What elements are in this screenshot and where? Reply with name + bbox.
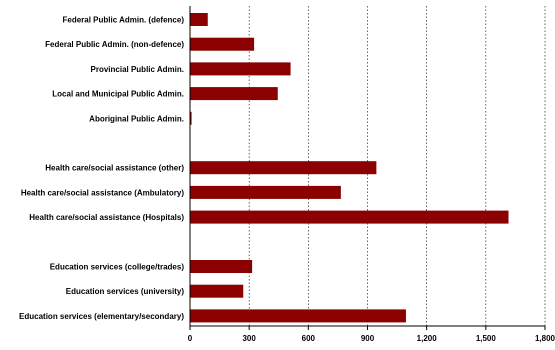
x-tick-label: 1,200 [417, 334, 438, 343]
category-label: Local and Municipal Public Admin. [52, 90, 184, 99]
bar [190, 111, 192, 125]
category-label: Federal Public Admin. (non-defence) [45, 40, 184, 49]
x-tick-label: 900 [361, 334, 375, 343]
bars [190, 13, 509, 323]
category-label: Health care/social assistance (Ambulator… [21, 188, 185, 197]
bar [190, 309, 406, 323]
category-label: Aboriginal Public Admin. [89, 114, 184, 123]
bar [190, 62, 291, 76]
x-axis-ticks: 0 300 600 900 1,200 1,500 1,800 [188, 326, 555, 343]
category-label: Education services (elementary/secondary… [19, 312, 184, 321]
category-label: Federal Public Admin. (defence) [62, 16, 184, 25]
bar [190, 87, 278, 101]
bar [190, 13, 208, 26]
x-tick-label: 1,500 [476, 334, 497, 343]
category-label: Health care/social assistance (other) [45, 164, 184, 173]
bar [190, 260, 253, 273]
bar [190, 37, 255, 51]
x-tick-label: 300 [242, 334, 256, 343]
bar [190, 161, 377, 175]
category-label: Health care/social assistance (Hospitals… [29, 213, 184, 222]
category-labels: Federal Public Admin. (defence) Federal P… [19, 16, 184, 321]
category-label: Provincial Public Admin. [91, 65, 185, 74]
x-tick-label: 1,800 [535, 334, 555, 343]
category-label: Education services (college/trades) [50, 263, 185, 272]
bar [190, 185, 341, 199]
category-label: Education services (university) [66, 287, 185, 296]
x-tick-label: 600 [302, 334, 316, 343]
bar [190, 284, 244, 298]
bar [190, 210, 509, 224]
x-tick-label: 0 [188, 334, 193, 343]
